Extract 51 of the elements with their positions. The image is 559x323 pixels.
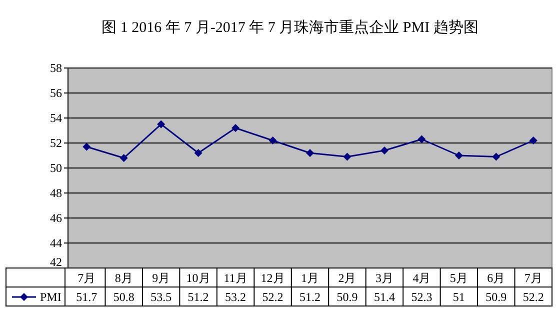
- data-label: 52.2: [262, 290, 284, 304]
- data-label: 51.2: [188, 290, 209, 304]
- data-label: 50.9: [486, 290, 507, 304]
- point: [120, 154, 128, 162]
- x-tick-label: 11月: [224, 271, 248, 285]
- data-label: 52.3: [411, 290, 432, 304]
- data-label: 51.7: [76, 290, 98, 304]
- point: [454, 152, 463, 160]
- y-tick-label: 54: [50, 111, 62, 125]
- x-tick-label: 7月: [524, 271, 542, 285]
- data-label: 51.4: [374, 290, 395, 304]
- y-tick-label: 58: [50, 61, 62, 75]
- x-tick-label: 2月: [338, 271, 356, 285]
- y-tick-label: 42: [50, 255, 62, 269]
- data-label: 53.5: [150, 290, 172, 304]
- point: [529, 136, 538, 144]
- x-tick-label: 7月: [78, 271, 96, 285]
- data-label: 52.2: [522, 290, 544, 304]
- data-label: 51.2: [300, 290, 320, 304]
- point: [194, 149, 202, 157]
- x-tick-label: 10月: [186, 271, 210, 285]
- data-label: 51: [452, 290, 465, 304]
- legend-label: PMI: [40, 290, 62, 304]
- legend: PMI: [12, 290, 62, 304]
- x-tick-label: 12月: [260, 271, 285, 285]
- point: [82, 142, 91, 151]
- x-tick-label: 3月: [375, 271, 394, 285]
- point: [157, 120, 166, 128]
- x-tick-label: 4月: [412, 271, 431, 285]
- point: [343, 152, 352, 161]
- y-tick-label: 44: [50, 236, 62, 250]
- y-tick-label: 52: [50, 136, 62, 150]
- point: [268, 136, 277, 144]
- y-tick-label: 46: [50, 211, 62, 225]
- point: [306, 149, 314, 157]
- x-tick-label: 9月: [152, 271, 170, 285]
- x-tick-label: 5月: [450, 271, 468, 285]
- chart-title: 图 1 2016 年 7 月-2017 年 7 月珠海市重点企业 PMI 趋势图: [102, 19, 478, 36]
- data-label: 50.8: [113, 290, 134, 304]
- point: [380, 146, 388, 154]
- x-tick-label: 6月: [487, 271, 506, 285]
- x-tick-label: 8月: [114, 271, 133, 285]
- y-tick-label: 48: [50, 186, 62, 200]
- data-label: 53.2: [225, 290, 246, 304]
- point: [418, 135, 426, 144]
- data-label: 50.9: [336, 290, 358, 304]
- point: [492, 152, 500, 161]
- point: [232, 124, 240, 132]
- y-tick-label: 56: [50, 86, 62, 100]
- x-tick-label: 1月: [301, 271, 319, 285]
- y-tick-label: 50: [50, 161, 62, 175]
